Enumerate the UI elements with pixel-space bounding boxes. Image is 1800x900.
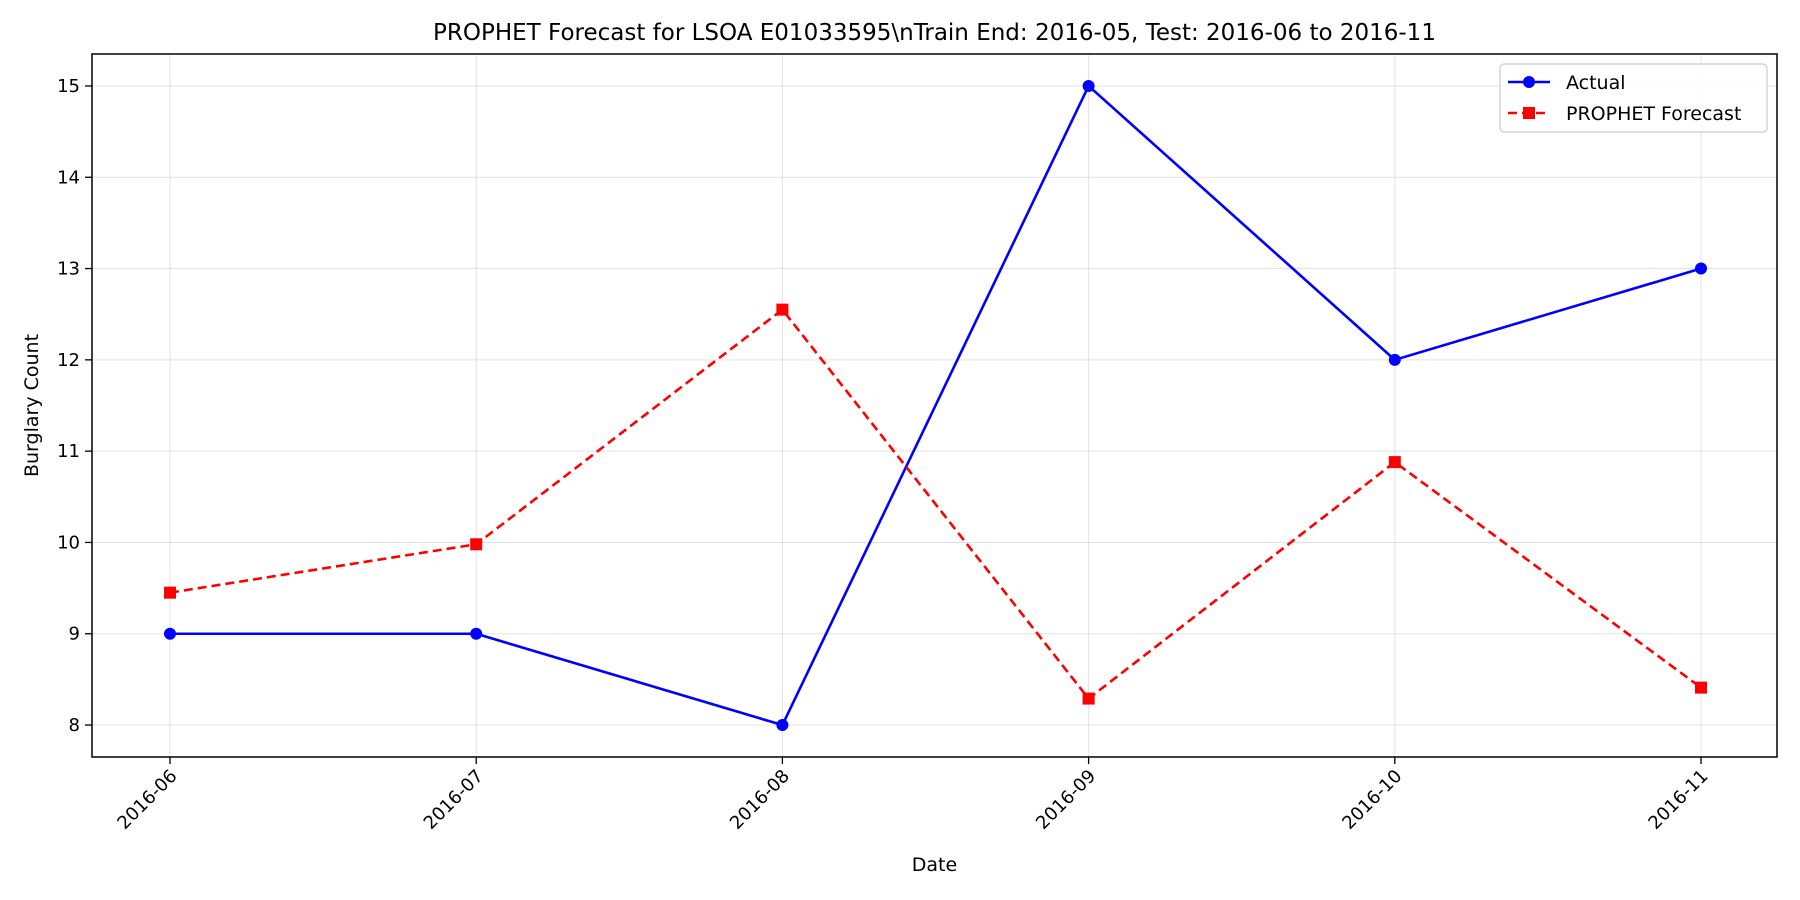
y-tick-label: 14 <box>57 167 80 188</box>
x-tick-label: 2016-07 <box>420 766 488 834</box>
legend-entry-prophet-forecast: PROPHET Forecast <box>1508 103 1741 125</box>
data-point-prophet-forecast <box>776 303 789 316</box>
y-axis-ticks: 8 9 10 11 12 13 14 15 <box>57 76 92 736</box>
legend-label-prophet-forecast: PROPHET Forecast <box>1566 103 1741 125</box>
series-actual <box>164 79 1707 732</box>
data-point-actual <box>1082 79 1095 92</box>
data-point-prophet-forecast <box>1695 681 1707 694</box>
y-tick-label: 13 <box>57 259 80 280</box>
legend-marker-prophet-forecast <box>1523 107 1535 119</box>
chart-title: PROPHET Forecast for LSOA E01033595\nTra… <box>433 20 1436 46</box>
y-tick-label: 12 <box>57 350 80 371</box>
series-prophet-forecast <box>164 303 1707 705</box>
series-line-prophet-forecast <box>169 308 1702 700</box>
legend: Actual PROPHET Forecast <box>1499 63 1768 133</box>
data-point-actual <box>1388 353 1401 366</box>
plot-frame <box>91 53 1778 758</box>
x-tick-label: 2016-08 <box>726 766 794 834</box>
data-point-actual <box>470 627 483 640</box>
grid <box>92 54 1777 757</box>
y-axis-title: Burglary Count <box>21 334 43 477</box>
y-tick-label: 11 <box>57 441 80 462</box>
y-tick-label: 9 <box>69 624 80 645</box>
x-tick-label: 2016-06 <box>113 766 181 834</box>
data-point-prophet-forecast <box>1082 692 1095 705</box>
x-tick-label: 2016-10 <box>1338 766 1406 834</box>
legend-marker-actual <box>1523 76 1535 88</box>
series-line-actual <box>170 84 1702 727</box>
y-tick-label: 8 <box>69 715 80 736</box>
legend-label-actual: Actual <box>1566 72 1626 94</box>
x-tick-label: 2016-09 <box>1032 766 1100 834</box>
legend-box <box>1499 63 1768 133</box>
x-axis-ticks: 2016-06 2016-07 2016-08 2016-09 2016-10 2016-… <box>113 757 1713 834</box>
legend-entry-actual: Actual <box>1508 72 1626 94</box>
data-point-prophet-forecast <box>164 586 176 599</box>
data-point-prophet-forecast <box>1388 456 1401 469</box>
y-tick-label: 10 <box>57 532 80 553</box>
data-point-actual <box>776 719 789 732</box>
data-point-actual <box>1695 262 1707 275</box>
x-tick-label: 2016-11 <box>1644 766 1712 834</box>
y-tick-label: 15 <box>57 76 80 97</box>
data-point-actual <box>164 627 176 640</box>
x-axis-title: Date <box>912 854 957 876</box>
data-point-prophet-forecast <box>470 538 483 551</box>
series <box>164 79 1707 732</box>
